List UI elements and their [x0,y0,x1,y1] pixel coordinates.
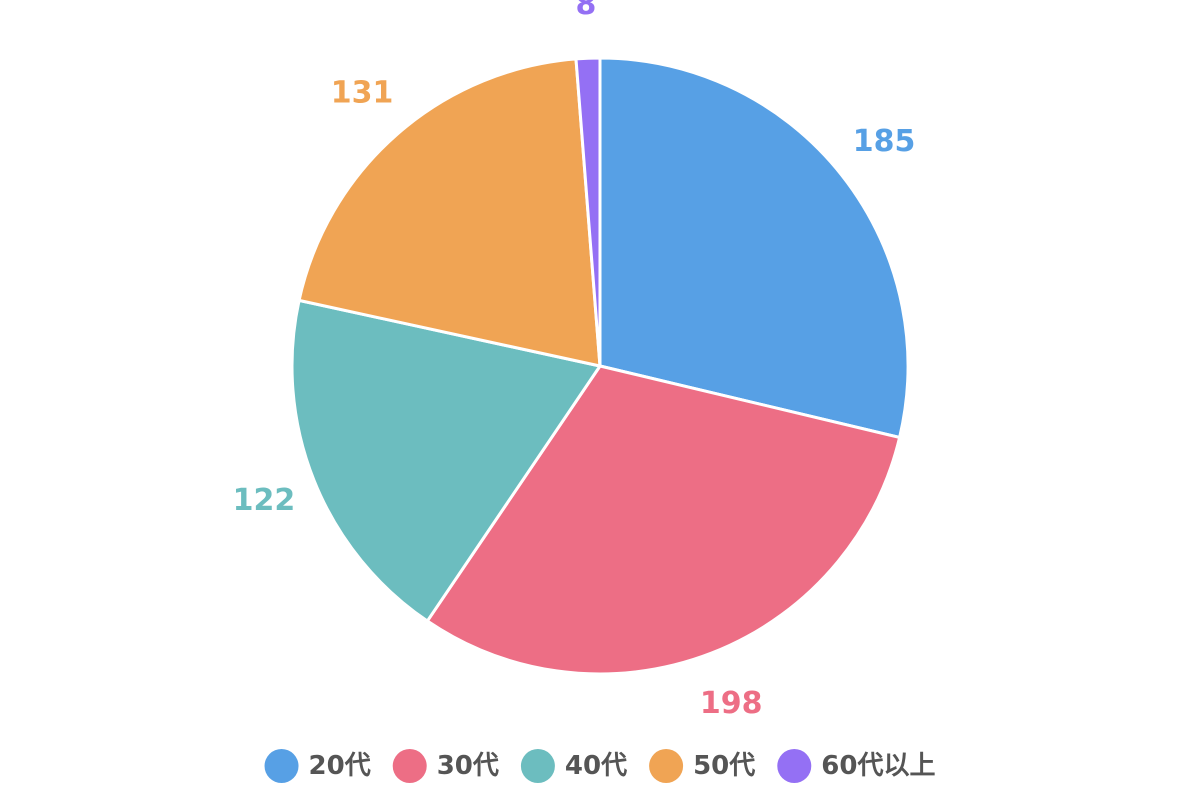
legend-label-4: 50代 [693,751,755,781]
pie-slice-2[interactable] [425,364,902,676]
legend-swatch-1 [264,749,299,783]
legend-label-3: 40代 [565,751,627,781]
legend-item-4[interactable]: 50代 [649,749,755,783]
legend-label-2: 30代 [437,751,499,781]
legend-item-3[interactable]: 40代 [520,749,627,783]
legend-label-5: 60代以上 [821,751,935,781]
pie-value-label-2: 198 [700,686,763,721]
legend-label-1: 20代 [309,751,371,781]
legend-swatch-4 [649,749,684,783]
pie-slice-5[interactable] [574,56,602,368]
legend-item-5[interactable]: 60代以上 [777,749,935,783]
pie-value-label-3: 122 [233,483,296,518]
legend-item-2[interactable]: 30代 [392,749,499,783]
legend-swatch-5 [777,749,812,783]
legend-swatch-3 [520,749,555,783]
pie-slice-3[interactable] [290,298,602,623]
legend-item-1[interactable]: 20代 [264,749,371,783]
pie-value-labels: 185 198 122 131 8 [233,0,916,721]
pie-value-label-1: 185 [853,124,916,159]
pie-slice-4[interactable] [297,57,602,368]
pie-slices [290,56,910,676]
pie-value-label-5: 8 [575,0,596,22]
pie-value-label-4: 131 [331,76,394,111]
chart-legend: 20代 30代 40代 50代 60代以上 [264,749,935,783]
pie-slice-1[interactable] [598,56,910,439]
legend-swatch-2 [392,749,427,783]
